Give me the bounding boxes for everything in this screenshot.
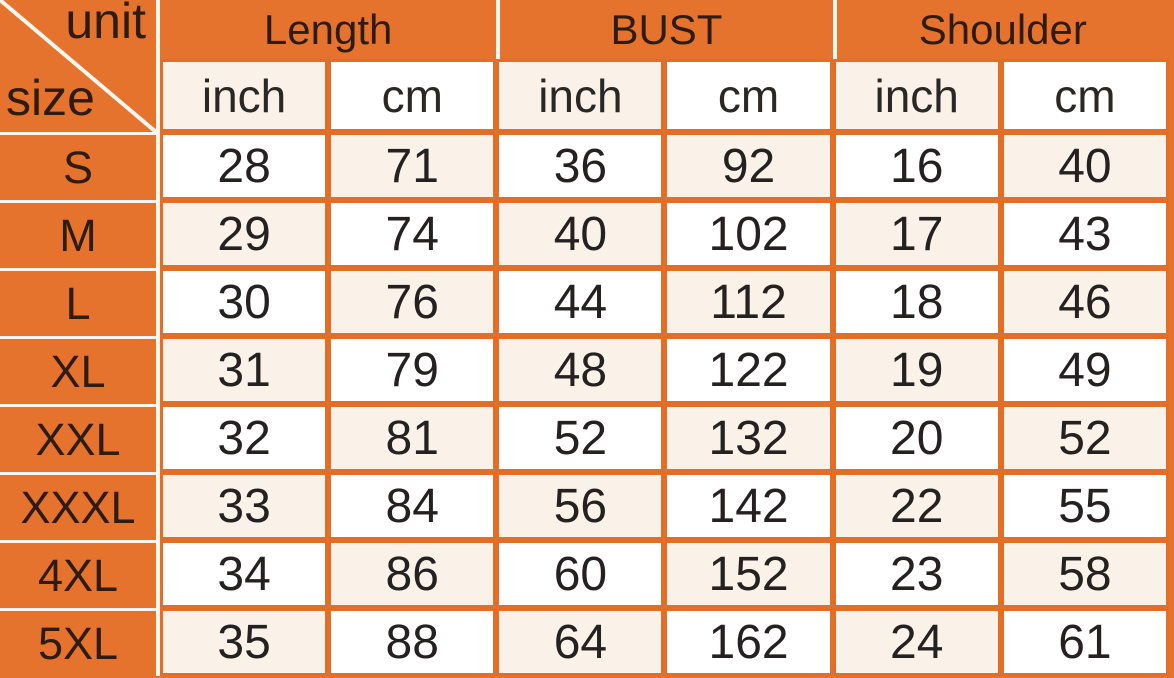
cell-shoulder-cm: 61 [1000, 608, 1169, 676]
cell-bust-inch: 56 [496, 472, 665, 540]
table-row-4xl: 4XL 34 86 60 152 23 58 [0, 540, 1169, 608]
cell-shoulder-cm: 52 [1000, 404, 1169, 472]
cell-shoulder-cm: 58 [1000, 540, 1169, 608]
cell-length-cm: 76 [328, 268, 497, 336]
cell-bust-cm: 112 [664, 268, 833, 336]
cell-shoulder-inch: 19 [832, 336, 1001, 404]
cell-length-cm: 81 [328, 404, 497, 472]
row-size-label: XXL [0, 404, 160, 472]
unit-header-bust-inch: inch [496, 59, 665, 132]
corner-unit-label: unit [65, 0, 146, 49]
table-row-xxl: XXL 32 81 52 132 20 52 [0, 404, 1169, 472]
unit-header-shoulder-inch: inch [832, 59, 1001, 132]
unit-header-shoulder-cm: cm [1000, 59, 1169, 132]
column-group-shoulder: Shoulder [832, 0, 1169, 59]
corner-cell: unit size [0, 0, 160, 132]
group-header-row: unit size Length BUST Shoulder [0, 0, 1169, 132]
cell-shoulder-cm: 43 [1000, 200, 1169, 268]
row-size-label: M [0, 200, 160, 268]
table-row-5xl: 5XL 35 88 64 162 24 61 [0, 608, 1169, 676]
cell-bust-inch: 36 [496, 132, 665, 200]
cell-length-inch: 29 [160, 200, 329, 268]
cell-bust-cm: 122 [664, 336, 833, 404]
cell-bust-inch: 40 [496, 200, 665, 268]
cell-length-inch: 31 [160, 336, 329, 404]
cell-length-inch: 28 [160, 132, 329, 200]
cell-length-inch: 30 [160, 268, 329, 336]
cell-shoulder-inch: 18 [832, 268, 1001, 336]
row-size-label: 5XL [0, 608, 160, 676]
cell-length-cm: 71 [328, 132, 497, 200]
row-size-label: XL [0, 336, 160, 404]
cell-bust-cm: 102 [664, 200, 833, 268]
table-row-xxxl: XXXL 33 84 56 142 22 55 [0, 472, 1169, 540]
cell-length-inch: 34 [160, 540, 329, 608]
cell-bust-inch: 44 [496, 268, 665, 336]
row-size-label: S [0, 132, 160, 200]
unit-header-length-cm: cm [328, 59, 497, 132]
row-size-label: XXXL [0, 472, 160, 540]
table-row-s: S 28 71 36 92 16 40 [0, 132, 1169, 200]
cell-length-cm: 79 [328, 336, 497, 404]
cell-bust-cm: 92 [664, 132, 833, 200]
cell-shoulder-inch: 22 [832, 472, 1001, 540]
cell-length-inch: 32 [160, 404, 329, 472]
cell-bust-cm: 162 [664, 608, 833, 676]
cell-shoulder-inch: 24 [832, 608, 1001, 676]
cell-shoulder-cm: 49 [1000, 336, 1169, 404]
cell-length-cm: 86 [328, 540, 497, 608]
row-size-label: 4XL [0, 540, 160, 608]
table-row-xl: XL 31 79 48 122 19 49 [0, 336, 1169, 404]
cell-bust-cm: 132 [664, 404, 833, 472]
column-group-length: Length [160, 0, 497, 59]
cell-length-inch: 35 [160, 608, 329, 676]
cell-bust-cm: 142 [664, 472, 833, 540]
cell-bust-cm: 152 [664, 540, 833, 608]
unit-header-length-inch: inch [160, 59, 329, 132]
corner-size-label: size [6, 70, 95, 126]
cell-shoulder-inch: 23 [832, 540, 1001, 608]
cell-shoulder-cm: 55 [1000, 472, 1169, 540]
unit-header-bust-cm: cm [664, 59, 833, 132]
row-size-label: L [0, 268, 160, 336]
diagonal-divider [0, 0, 156, 132]
cell-shoulder-cm: 40 [1000, 132, 1169, 200]
cell-shoulder-inch: 20 [832, 404, 1001, 472]
cell-shoulder-cm: 46 [1000, 268, 1169, 336]
table-row-m: M 29 74 40 102 17 43 [0, 200, 1169, 268]
cell-length-inch: 33 [160, 472, 329, 540]
table-row-l: L 30 76 44 112 18 46 [0, 268, 1169, 336]
column-group-bust: BUST [496, 0, 833, 59]
cell-bust-inch: 64 [496, 608, 665, 676]
cell-length-cm: 84 [328, 472, 497, 540]
cell-length-cm: 88 [328, 608, 497, 676]
cell-bust-inch: 52 [496, 404, 665, 472]
cell-shoulder-inch: 17 [832, 200, 1001, 268]
cell-bust-inch: 48 [496, 336, 665, 404]
cell-bust-inch: 60 [496, 540, 665, 608]
cell-length-cm: 74 [328, 200, 497, 268]
unit-header-row: inch cm inch cm inch cm [0, 59, 1169, 132]
cell-shoulder-inch: 16 [832, 132, 1001, 200]
